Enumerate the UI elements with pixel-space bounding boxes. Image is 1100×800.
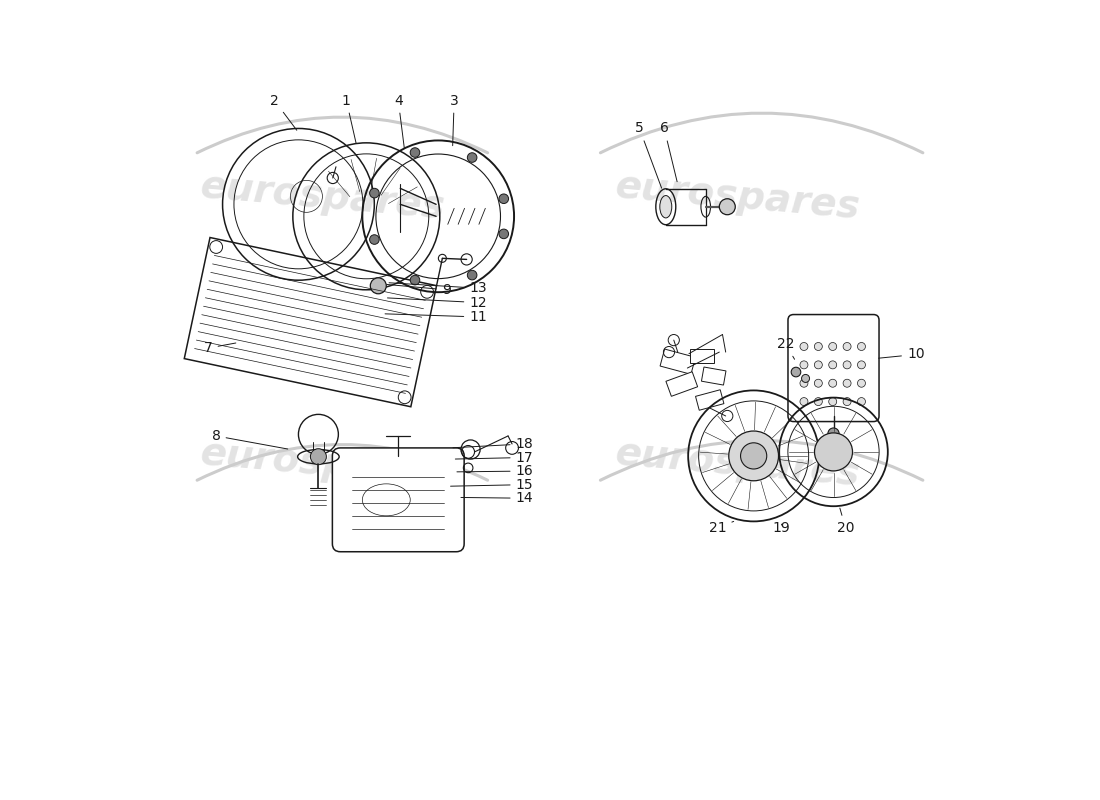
Text: 8: 8 — [211, 429, 288, 449]
Text: 1: 1 — [342, 94, 356, 143]
Text: 18: 18 — [453, 437, 534, 451]
Polygon shape — [702, 367, 726, 385]
Text: 16: 16 — [456, 464, 534, 478]
Circle shape — [814, 433, 852, 471]
Circle shape — [499, 194, 508, 203]
Polygon shape — [660, 349, 695, 374]
Circle shape — [310, 449, 327, 465]
Text: eurospares: eurospares — [614, 166, 861, 226]
Circle shape — [828, 342, 837, 350]
Circle shape — [814, 361, 823, 369]
Circle shape — [829, 438, 837, 446]
Circle shape — [843, 342, 851, 350]
FancyBboxPatch shape — [332, 448, 464, 552]
Text: eurospares: eurospares — [614, 434, 861, 494]
Text: 15: 15 — [451, 478, 534, 492]
Text: 6: 6 — [660, 122, 678, 182]
Circle shape — [740, 443, 767, 469]
Text: 2: 2 — [271, 94, 297, 130]
Circle shape — [371, 278, 386, 294]
Circle shape — [370, 234, 379, 244]
Text: 11: 11 — [385, 310, 487, 324]
Text: 5: 5 — [635, 122, 661, 188]
Text: 19: 19 — [772, 521, 791, 534]
Circle shape — [814, 379, 823, 387]
Polygon shape — [185, 238, 437, 406]
Polygon shape — [695, 390, 724, 410]
Text: 3: 3 — [450, 94, 459, 146]
Text: 22: 22 — [777, 337, 794, 359]
Circle shape — [800, 342, 808, 350]
Circle shape — [828, 398, 837, 406]
Circle shape — [800, 361, 808, 369]
Text: 10: 10 — [879, 347, 925, 362]
Circle shape — [843, 361, 851, 369]
Circle shape — [719, 198, 735, 214]
Circle shape — [499, 229, 508, 238]
Polygon shape — [666, 372, 697, 396]
Text: eurospares: eurospares — [198, 434, 447, 494]
Circle shape — [843, 398, 851, 406]
Polygon shape — [690, 349, 714, 363]
Text: 4: 4 — [394, 94, 405, 148]
Circle shape — [410, 148, 420, 158]
Circle shape — [370, 188, 379, 198]
Circle shape — [729, 431, 779, 481]
Circle shape — [800, 379, 808, 387]
Circle shape — [410, 275, 420, 285]
Circle shape — [814, 398, 823, 406]
Text: 12: 12 — [387, 295, 487, 310]
Circle shape — [828, 379, 837, 387]
Circle shape — [858, 398, 866, 406]
Circle shape — [858, 379, 866, 387]
Circle shape — [828, 428, 839, 439]
Text: 21: 21 — [708, 521, 734, 534]
Circle shape — [468, 270, 477, 280]
Text: 17: 17 — [455, 450, 534, 465]
Circle shape — [802, 374, 810, 382]
Circle shape — [858, 361, 866, 369]
Text: 9: 9 — [387, 282, 451, 297]
Text: 13: 13 — [389, 281, 487, 295]
Circle shape — [814, 342, 823, 350]
FancyBboxPatch shape — [788, 314, 879, 422]
Circle shape — [828, 361, 837, 369]
Circle shape — [800, 398, 808, 406]
Circle shape — [468, 153, 477, 162]
Text: 7: 7 — [204, 341, 235, 355]
Circle shape — [858, 342, 866, 350]
Text: 14: 14 — [461, 491, 534, 506]
Circle shape — [843, 379, 851, 387]
Text: 20: 20 — [837, 508, 855, 534]
Text: eurospares: eurospares — [198, 166, 447, 226]
Circle shape — [791, 367, 801, 377]
Ellipse shape — [660, 195, 672, 218]
